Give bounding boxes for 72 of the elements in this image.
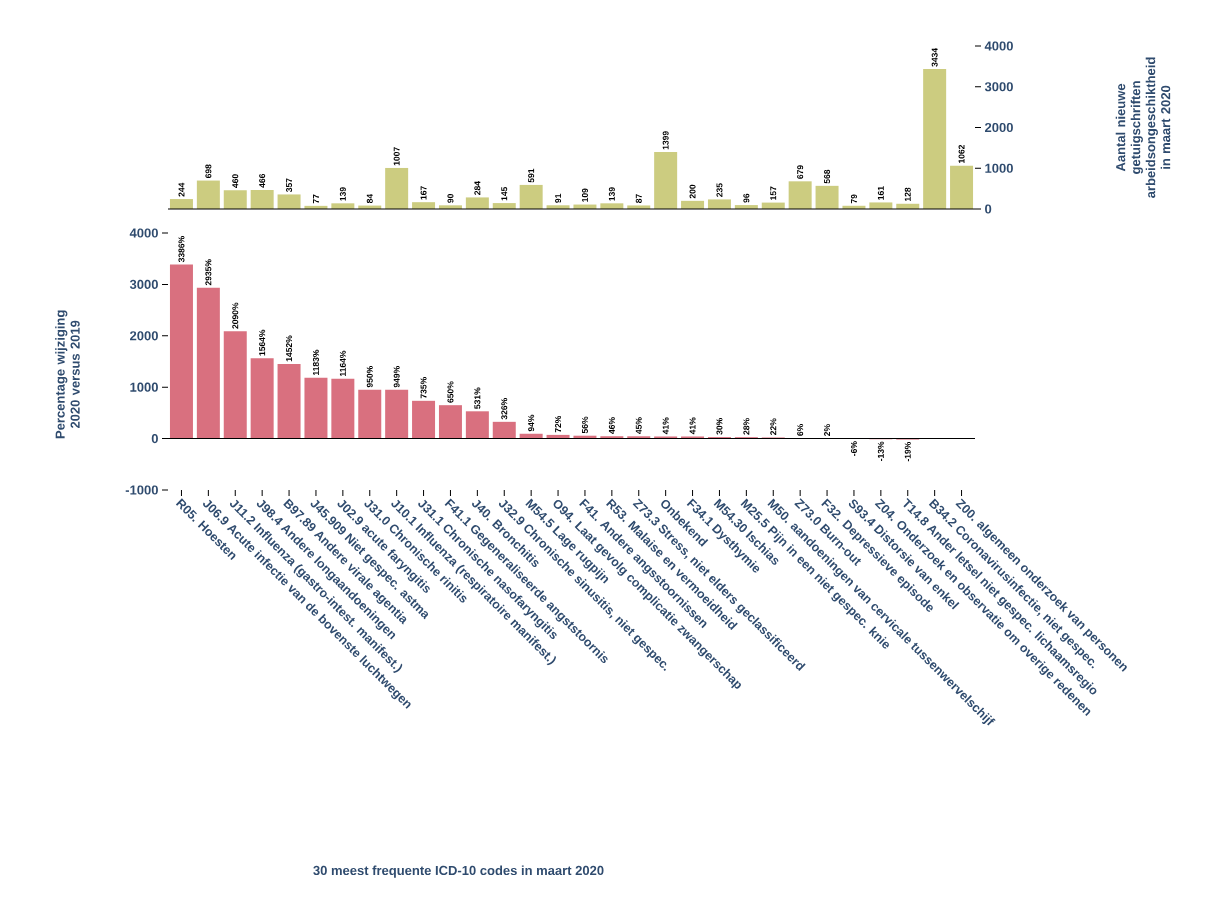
data-label: 698 [205, 164, 212, 179]
y-tick-label: 4000 [129, 228, 158, 238]
data-label: 1007 [393, 147, 400, 166]
y-tick-label: 0 [985, 204, 992, 214]
data-label: 56% [581, 416, 588, 434]
data-label: 41% [662, 417, 669, 435]
data-label: 950% [366, 366, 373, 388]
y-tick-label: 1000 [130, 382, 158, 392]
data-label: 466 [259, 173, 266, 188]
data-label: 72% [555, 415, 562, 433]
y-axis-title: Percentage wijziging 2020 versus 2019 [55, 310, 80, 439]
y-tick-label: 3000 [129, 279, 158, 289]
y-tick-label: 1000 [985, 163, 1013, 173]
data-label: 145 [501, 186, 508, 201]
data-label: 28% [743, 418, 750, 435]
data-label: 84 [366, 193, 373, 204]
y-tick-label: 3000 [984, 82, 1013, 92]
data-label: 1062 [958, 144, 965, 163]
data-label: 2935% [205, 259, 212, 286]
data-label: 284 [474, 181, 481, 195]
data-label: 460 [232, 174, 239, 188]
data-label: 91 [555, 193, 562, 203]
y-tick-label: 2000 [984, 122, 1013, 133]
data-label: 90 [447, 194, 454, 203]
data-label: 1183% [312, 349, 319, 376]
data-label: 94% [528, 414, 535, 432]
data-label: -6% [850, 441, 857, 456]
data-label: 1164% [339, 350, 346, 377]
data-label: 326% [501, 398, 508, 420]
y-axis-title: Aantal nieuwe getuigschriften arbeidsongeschiktheid in maart 2020 [1115, 57, 1171, 198]
data-label: 46% [608, 417, 615, 434]
data-label: 87 [635, 194, 642, 203]
data-label: 77 [313, 194, 319, 204]
data-label: 96 [743, 193, 750, 203]
data-label: 568 [824, 169, 831, 184]
y-tick-label: -1000 [125, 485, 158, 495]
data-label: 3434 [931, 47, 938, 67]
data-label: 22% [770, 418, 777, 435]
data-label: 6% [797, 424, 804, 436]
x-axis-title: 30 meest frequente ICD-10 codes in maart 2020 [313, 865, 604, 878]
data-label: -19% [904, 441, 911, 462]
data-label: 45% [635, 417, 642, 434]
data-label: 531% [474, 387, 481, 409]
data-label: 1399 [662, 131, 669, 150]
data-label: 235 [716, 183, 723, 197]
data-label: 30% [716, 418, 723, 435]
data-label: 591 [528, 168, 535, 183]
y-tick-label: 4000 [984, 41, 1013, 51]
data-label: 244 [178, 182, 185, 197]
data-label: 1564% [259, 329, 266, 356]
data-label: 357 [286, 178, 293, 193]
data-label: 3386% [178, 236, 185, 263]
y-tick-label: 0 [151, 433, 158, 444]
data-label: 2090% [232, 302, 239, 329]
data-label: 2% [824, 424, 831, 436]
data-label: 650% [447, 381, 454, 403]
data-label: 41% [689, 417, 696, 435]
data-label: 679 [797, 165, 804, 179]
data-label: 79 [850, 194, 857, 204]
data-label: -13% [877, 441, 884, 461]
data-label: 109 [581, 188, 588, 202]
data-label: 1452% [286, 335, 293, 362]
data-label: 128 [904, 187, 911, 202]
data-label: 735% [420, 377, 427, 399]
data-label: 167 [420, 186, 427, 200]
data-label: 161 [877, 186, 884, 200]
data-label: 949% [393, 366, 400, 388]
data-label: 139 [339, 187, 346, 201]
y-tick-label: 2000 [130, 331, 158, 341]
data-label: 200 [689, 184, 696, 199]
data-label: 157 [770, 186, 777, 200]
data-label: 139 [608, 187, 615, 201]
